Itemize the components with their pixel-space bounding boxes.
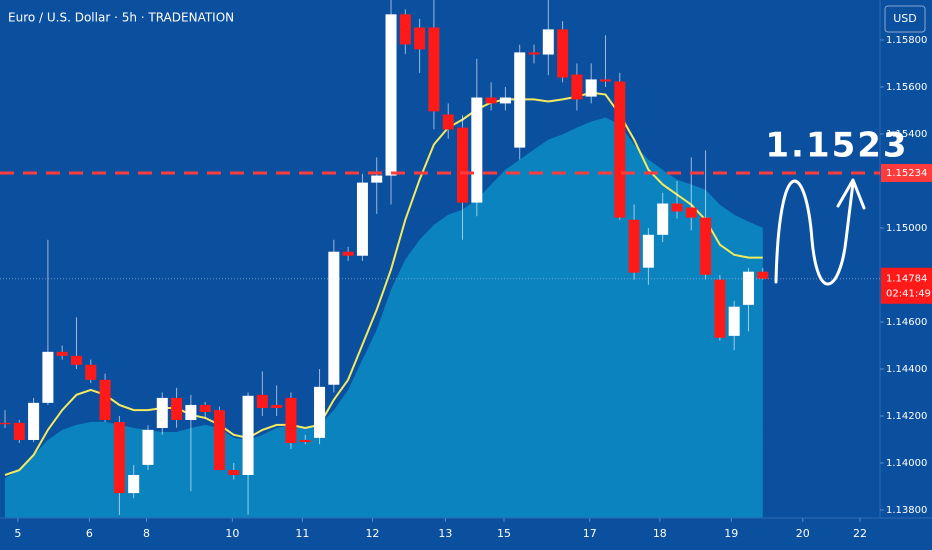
candle-body <box>685 207 697 218</box>
candle-body <box>542 29 554 55</box>
candle-body <box>99 379 111 420</box>
candle-body <box>714 279 726 338</box>
candle-body <box>371 175 383 183</box>
candle-body <box>457 127 469 203</box>
x-tick-label: 6 <box>86 527 93 540</box>
currency-label: USD <box>893 12 917 25</box>
candle-body <box>614 81 626 218</box>
candle-body <box>599 79 611 82</box>
candle-body <box>628 219 640 273</box>
x-tick-label: 18 <box>653 527 667 540</box>
x-tick-label: 15 <box>497 527 511 540</box>
y-tick-label: 1.14400 <box>886 364 927 375</box>
candle-body <box>85 364 97 380</box>
x-tick-label: 20 <box>796 527 810 540</box>
candle-body <box>728 306 740 336</box>
candle-body <box>185 404 197 420</box>
currency-button[interactable] <box>884 5 926 33</box>
x-tick-label: 11 <box>295 527 309 540</box>
last-price-box <box>881 267 932 304</box>
candle-body <box>56 351 68 356</box>
y-tick-label: 1.14600 <box>886 317 927 328</box>
candle-body <box>557 29 569 78</box>
price-line-label: 1.15234 <box>886 168 927 179</box>
candle-body <box>271 404 283 409</box>
x-tick-label: 13 <box>438 527 452 540</box>
countdown: 02:41:49 <box>886 289 931 300</box>
x-tick-label: 22 <box>853 527 867 540</box>
candle-body <box>228 470 240 475</box>
candle-body <box>700 217 712 275</box>
candle-body <box>528 52 540 55</box>
candle-body <box>342 251 354 256</box>
x-tick-label: 19 <box>724 527 738 540</box>
candle-body <box>13 422 25 440</box>
candle-body <box>499 97 511 104</box>
price-line-label-box <box>881 163 932 182</box>
candle-body <box>428 27 440 112</box>
candle-body <box>671 203 683 212</box>
candle-body <box>471 97 483 203</box>
candle-body <box>571 74 583 100</box>
candle-body <box>142 429 154 465</box>
candle-body <box>314 386 326 438</box>
candle-body <box>414 27 426 50</box>
candle-body <box>28 402 40 440</box>
x-tick-label: 17 <box>583 527 597 540</box>
candle-body <box>485 97 497 104</box>
y-tick-label: 1.13800 <box>886 505 927 516</box>
candle-body <box>385 14 397 176</box>
candle-body <box>285 397 297 444</box>
x-tick-label: 12 <box>365 527 379 540</box>
moving-average <box>4 91 763 476</box>
candle-body <box>70 355 82 365</box>
projection-arrow <box>774 178 866 286</box>
candle-body <box>514 52 526 148</box>
y-tick-label: 1.15000 <box>886 223 927 234</box>
candle-body <box>256 394 268 409</box>
candle-body <box>156 397 168 428</box>
y-tick-label: 1.15600 <box>886 82 927 93</box>
y-tick-label: 1.14000 <box>886 458 927 469</box>
y-tick-label: 1.14200 <box>886 411 927 422</box>
candle-body <box>199 404 211 413</box>
candle-body <box>328 251 340 385</box>
candle-body <box>642 234 654 268</box>
chart-title: Euro / U.S. Dollar · 5h · TRADENATION <box>8 11 234 25</box>
candle-body <box>213 410 225 471</box>
candle-body <box>42 351 54 403</box>
candle-body <box>757 271 769 279</box>
area <box>5 117 763 518</box>
candle-body <box>442 114 454 130</box>
y-tick-label: 1.15800 <box>886 35 927 46</box>
candle-body <box>113 422 125 494</box>
annotation: 1.1523 <box>765 126 908 166</box>
last-price-label: 1.14784 <box>886 274 927 285</box>
candle-body <box>128 474 140 494</box>
x-tick-label: 10 <box>225 527 239 540</box>
candle-body <box>242 395 254 475</box>
x-tick-label: 8 <box>143 527 150 540</box>
candle-body <box>299 439 311 443</box>
x-tick-label: 5 <box>14 527 21 540</box>
candle-body <box>0 422 11 425</box>
candle-body <box>356 182 368 256</box>
candle-body <box>399 14 411 45</box>
candle-body <box>657 203 669 235</box>
candle-body <box>742 271 754 305</box>
candle-body <box>585 79 597 97</box>
plot-area <box>0 0 769 518</box>
candle-body <box>171 397 183 420</box>
y-tick-label: 1.15400 <box>886 129 927 140</box>
